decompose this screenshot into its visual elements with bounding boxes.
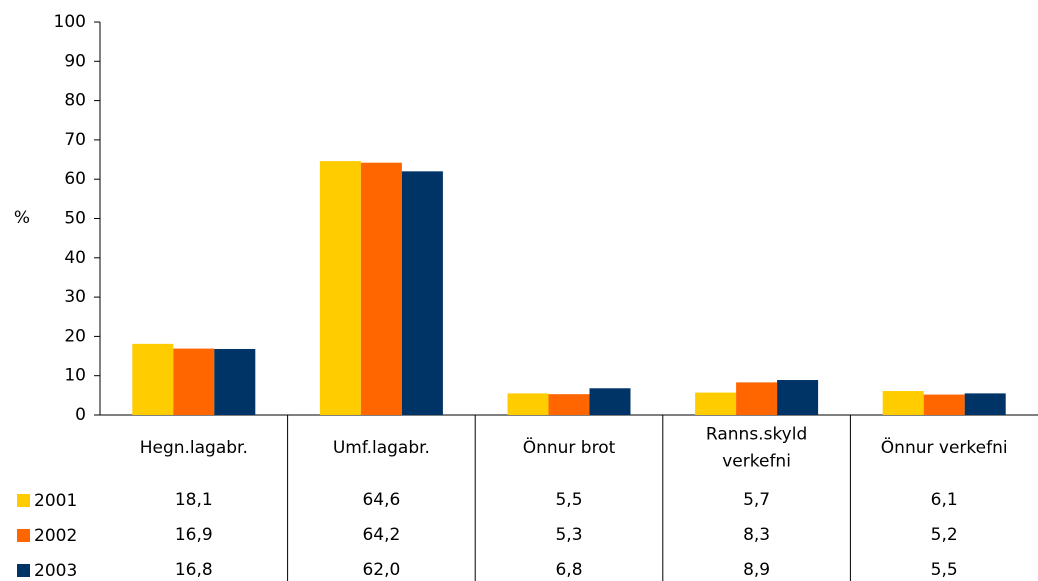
- x-tick-label: Hegn.lagabr.: [140, 438, 248, 458]
- table-value: 8,3: [743, 525, 770, 545]
- table-value: 64,6: [362, 490, 400, 510]
- bar: [319, 161, 361, 415]
- legend-swatch: [17, 564, 30, 577]
- y-tick-label: 100: [54, 12, 86, 32]
- table-value: 18,1: [175, 490, 213, 510]
- bar: [882, 391, 924, 415]
- table-value: 16,8: [175, 560, 213, 580]
- bar: [507, 393, 549, 415]
- table-value: 5,2: [931, 525, 958, 545]
- table-value: 64,2: [362, 525, 400, 545]
- y-tick-label: 20: [64, 326, 86, 346]
- bar: [214, 348, 256, 415]
- y-tick-label: 10: [64, 366, 86, 386]
- x-tick-label: Önnur verkefni: [881, 436, 1008, 458]
- y-tick-label: 60: [64, 169, 86, 189]
- bar: [736, 382, 778, 415]
- table-value: 6,1: [931, 490, 958, 510]
- x-tick-label: Umf.lagabr.: [333, 438, 430, 458]
- y-tick-label: 50: [64, 209, 86, 229]
- table-value: 5,5: [931, 560, 958, 580]
- bar: [132, 343, 174, 415]
- table-value: 8,9: [743, 560, 770, 580]
- y-tick-label: 40: [64, 248, 86, 268]
- legend-label: 2002: [34, 526, 77, 546]
- y-tick-label: 70: [64, 130, 86, 150]
- table-value: 62,0: [362, 560, 400, 580]
- bar: [777, 380, 819, 415]
- bar: [695, 392, 737, 415]
- y-tick-label: 30: [64, 287, 86, 307]
- table-value: 5,5: [555, 490, 582, 510]
- bar: [964, 393, 1006, 415]
- table-value: 6,8: [555, 560, 582, 580]
- bar: [589, 388, 631, 415]
- bar: [923, 394, 965, 415]
- x-tick-label: Ranns.skyld verkefni: [706, 425, 807, 472]
- table-value: 16,9: [175, 525, 213, 545]
- y-tick-label: 90: [64, 51, 86, 71]
- y-axis-label: %: [14, 208, 30, 228]
- legend-label: 2003: [34, 561, 77, 581]
- bar: [360, 162, 402, 415]
- x-tick-label: Önnur brot: [523, 436, 616, 458]
- bar: [548, 394, 590, 415]
- table-value: 5,7: [743, 490, 770, 510]
- legend-label: 2001: [34, 491, 77, 511]
- legend-swatch: [17, 529, 30, 542]
- bar: [401, 171, 443, 415]
- y-tick-label: 80: [64, 91, 86, 111]
- y-tick-label: 0: [75, 405, 86, 425]
- legend-swatch: [17, 494, 30, 507]
- table-value: 5,3: [555, 525, 582, 545]
- bar: [173, 348, 215, 415]
